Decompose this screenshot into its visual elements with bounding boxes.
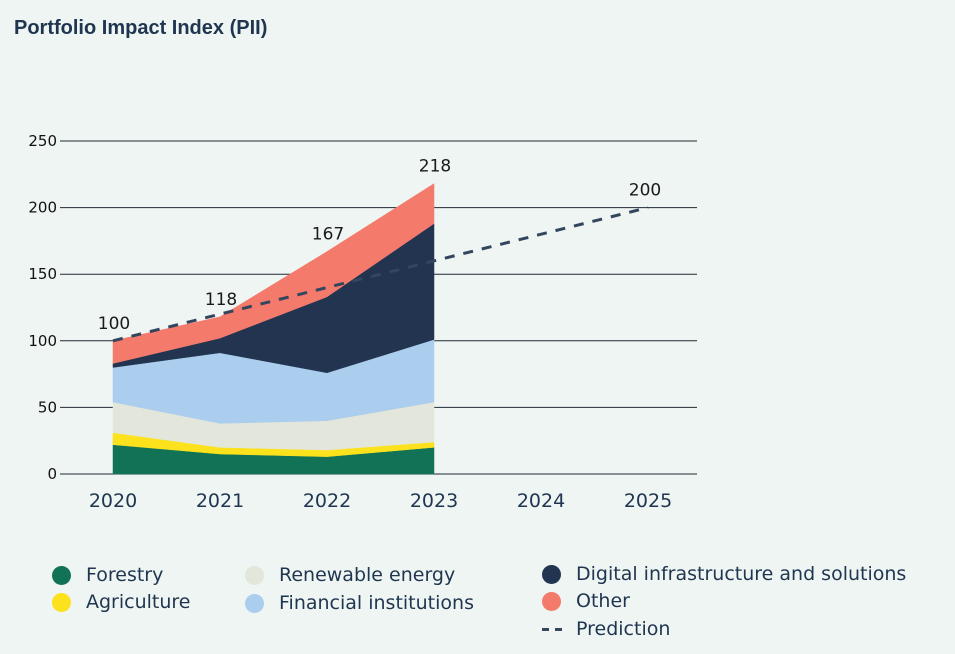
chart-title: Portfolio Impact Index (PII) <box>14 17 268 39</box>
total-label-2023: 218 <box>419 157 451 177</box>
area-other <box>112 183 435 364</box>
x-tick-label-2023: 2023 <box>410 490 458 512</box>
y-tick-label-200: 200 <box>28 199 57 217</box>
total-label-2020: 100 <box>98 314 130 334</box>
y-tick-label-50: 50 <box>38 398 57 416</box>
y-tick-label-100: 100 <box>28 332 57 350</box>
x-tick-label-2020: 2020 <box>89 490 137 512</box>
x-tick-label-2021: 2021 <box>196 490 244 512</box>
prediction-line <box>112 206 649 343</box>
data-labels: 100 118 167 218 200 <box>98 157 661 334</box>
y-tick-label-150: 150 <box>28 265 57 283</box>
prediction-dashed-line <box>112 206 649 343</box>
x-tick-label-2025: 2025 <box>624 490 672 512</box>
y-tick-label-0: 0 <box>47 465 57 483</box>
stacked-areas <box>112 183 435 475</box>
x-tick-label-2022: 2022 <box>303 490 351 512</box>
total-label-2021: 118 <box>205 290 237 310</box>
total-label-2022: 167 <box>312 225 344 245</box>
y-tick-label-250: 250 <box>28 132 57 150</box>
axis-ticks: 0 50 100 150 200 250 2020 2021 2022 2023 2024 2025 <box>28 132 672 512</box>
x-tick-label-2024: 2024 <box>517 490 565 512</box>
prediction-end-label: 200 <box>629 181 661 201</box>
